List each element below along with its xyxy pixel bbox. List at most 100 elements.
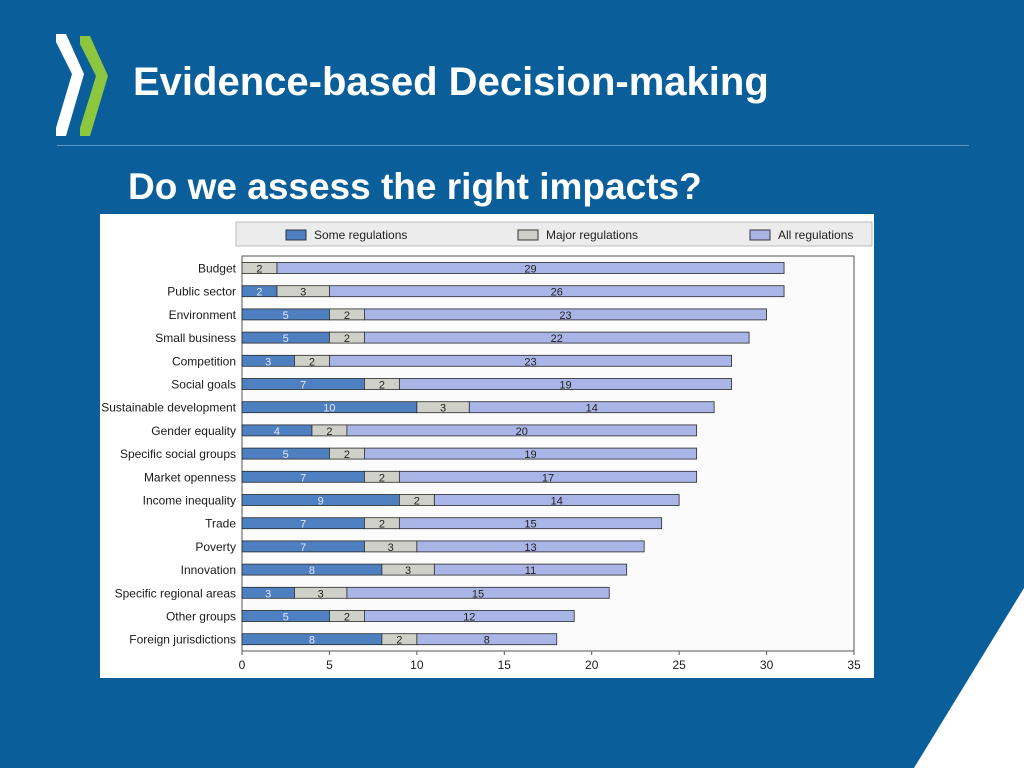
bar-small-business-all-regulations [363,331,750,344]
bar-value-income-inequality-some-regulations: 9 [318,496,324,508]
category-label-social-goals: Social goals [171,378,236,392]
bar-value-sustainable-development-all-regulations: 14 [586,403,598,415]
bar-value-gender-equality-all-regulations: 20 [516,426,528,438]
bar-value-specific-social-groups-some-regulations: 5 [283,449,289,461]
bar-public-sector-all-regulations [329,285,785,298]
bar-value-poverty-all-regulations: 13 [524,542,536,554]
bar-gender-equality-all-regulations [346,424,698,437]
x-tick-label-0: 0 [239,658,246,672]
legend-label-some-regulations: Some regulations [314,228,407,242]
x-tick-label-5: 5 [326,658,333,672]
bar-value-other-groups-major-regulations: 2 [344,612,350,624]
bar-trade-all-regulations [398,517,663,530]
bar-value-income-inequality-major-regulations: 2 [414,496,420,508]
category-labels: Budget Public sector Environment Small busi… [101,262,236,647]
bar-value-income-inequality-all-regulations: 14 [551,496,563,508]
category-label-environment: Environment [169,308,237,322]
bar-social-goals-all-regulations [398,378,733,390]
bar-value-competition-all-regulations: 23 [524,356,536,368]
category-label-income-inequality: Income inequality [143,494,236,508]
x-tick-label-25: 25 [672,658,686,672]
category-label-specific-regional-areas: Specific regional areas [115,586,236,600]
legend-swatch-all-regulations [749,229,771,241]
bar-specific-social-groups-all-regulations [363,447,698,460]
category-label-specific-social-groups: Specific social groups [120,447,236,461]
bar-value-trade-some-regulations: 7 [300,519,306,531]
slide-subtitle: Do we assess the right impacts? [128,166,702,207]
impacts-bar-chart: Some regulations Major regulations All reg… [101,221,873,672]
bar-other-groups-all-regulations [363,610,575,622]
bar-value-market-openness-some-regulations: 7 [300,472,306,484]
category-label-other-groups: Other groups [166,610,236,624]
bar-value-gender-equality-major-regulations: 2 [326,426,332,438]
bar-value-other-groups-some-regulations: 5 [283,612,289,624]
bar-value-poverty-some-regulations: 7 [300,542,306,554]
page-title: Evidence-based Decision-making [133,60,769,104]
bar-income-inequality-all-regulations [433,494,680,506]
bar-value-sustainable-development-some-regulations: 10 [323,403,335,415]
bar-value-other-groups-all-regulations: 12 [463,612,475,624]
category-label-gender-equality: Gender equality [151,424,236,438]
bar-value-specific-regional-areas-major-regulations: 3 [318,588,324,600]
category-label-small-business: Small business [155,331,236,345]
x-axis: 0 5 10 15 20 25 30 35 [239,651,861,672]
bar-value-competition-major-regulations: 2 [309,356,315,368]
category-label-foreign-jurisdictions: Foreign jurisdictions [129,633,236,647]
x-tick-label-35: 35 [847,658,861,672]
x-tick-label-20: 20 [585,658,599,672]
bar-value-specific-social-groups-major-regulations: 2 [344,449,350,461]
bar-value-budget-major-regulations: 2 [256,264,262,276]
bar-value-foreign-jurisdictions-some-regulations: 8 [309,635,315,647]
x-tick-label-30: 30 [760,658,774,672]
x-tick-label-15: 15 [498,658,512,672]
bar-value-market-openness-major-regulations: 2 [379,472,385,484]
category-label-public-sector: Public sector [167,285,236,299]
legend-swatch-some-regulations [285,229,307,241]
x-tick-label-10: 10 [410,658,424,672]
bar-sustainable-development-all-regulations [468,401,715,414]
bar-value-small-business-major-regulations: 2 [344,333,350,345]
category-label-innovation: Innovation [181,563,236,577]
category-label-competition: Competition [172,354,236,368]
bar-foreign-jurisdictions-all-regulations [416,633,558,646]
bar-value-environment-some-regulations: 5 [283,310,289,322]
bar-value-social-goals-major-regulations: 2 [379,380,385,392]
legend-label-major-regulations: Major regulations [546,228,638,242]
bar-value-sustainable-development-major-regulations: 3 [440,403,446,415]
bar-value-small-business-all-regulations: 22 [551,333,563,345]
bar-value-foreign-jurisdictions-major-regulations: 2 [396,635,402,647]
category-label-market-openness: Market openness [144,470,236,484]
bar-poverty-all-regulations [416,540,645,553]
bar-competition-all-regulations [329,354,732,367]
title-divider [57,145,969,146]
bar-value-trade-all-regulations: 15 [524,519,536,531]
chart-panel: Some regulations Major regulations All reg… [100,214,874,678]
bar-value-social-goals-some-regulations: 7 [300,380,306,392]
bar-value-trade-major-regulations: 2 [379,519,385,531]
bar-specific-regional-areas-all-regulations [346,586,610,599]
bar-value-foreign-jurisdictions-all-regulations: 8 [484,635,490,647]
bar-environment-all-regulations [363,308,767,321]
category-label-budget: Budget [198,262,237,276]
category-label-poverty: Poverty [195,540,236,554]
bar-value-innovation-some-regulations: 8 [309,565,315,577]
bar-value-public-sector-all-regulations: 26 [551,287,563,299]
bar-value-budget-all-regulations: 29 [524,264,536,276]
logo-chevron-2 [80,36,108,136]
corner-decoration [914,588,1024,768]
oecd-logo [56,34,108,136]
bar-value-public-sector-some-regulations: 2 [256,287,262,299]
bar-value-gender-equality-some-regulations: 4 [274,426,280,438]
bar-market-openness-all-regulations [398,470,698,483]
bar-value-innovation-major-regulations: 3 [405,565,411,577]
bar-value-innovation-all-regulations: 11 [525,565,536,577]
legend-label-all-regulations: All regulations [778,228,853,242]
category-label-sustainable-development: Sustainable development [101,401,236,415]
bar-budget-all-regulations [276,262,785,274]
bar-value-environment-major-regulations: 2 [344,310,350,322]
bar-value-environment-all-regulations: 23 [559,310,571,322]
bar-value-small-business-some-regulations: 5 [283,333,289,345]
bar-value-market-openness-all-regulations: 17 [542,472,554,484]
bar-value-specific-regional-areas-some-regulations: 3 [265,588,271,600]
